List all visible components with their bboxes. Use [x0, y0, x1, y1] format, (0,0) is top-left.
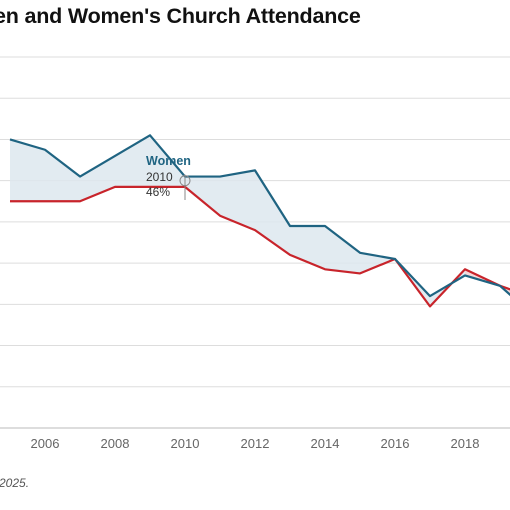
- footnote: 2025.: [0, 476, 30, 490]
- series-lines: [9, 134, 510, 308]
- gap-area-fill: [10, 135, 510, 307]
- x-tick-label: 2018: [451, 436, 480, 451]
- x-tick-label: 2012: [241, 436, 270, 451]
- chart-title: en and Women's Church Attendance: [0, 4, 361, 28]
- annotation-marker: [179, 175, 191, 187]
- x-tick-label: 2008: [101, 436, 130, 451]
- annotation-value: 46%: [146, 185, 170, 199]
- annotation-title: Women: [146, 154, 191, 168]
- x-tick-label: 2016: [381, 436, 410, 451]
- series-line-women: [9, 134, 510, 298]
- annotation-year: 2010: [146, 170, 173, 184]
- series-line-red: [10, 185, 510, 308]
- x-tick-label: 2014: [311, 436, 340, 451]
- gap-area: [10, 135, 510, 307]
- x-tick-label: 2010: [171, 436, 200, 451]
- x-axis: 20062008201020122014201620182020: [31, 436, 480, 451]
- grid-lines: [0, 56, 510, 429]
- x-tick-label: 2006: [31, 436, 60, 451]
